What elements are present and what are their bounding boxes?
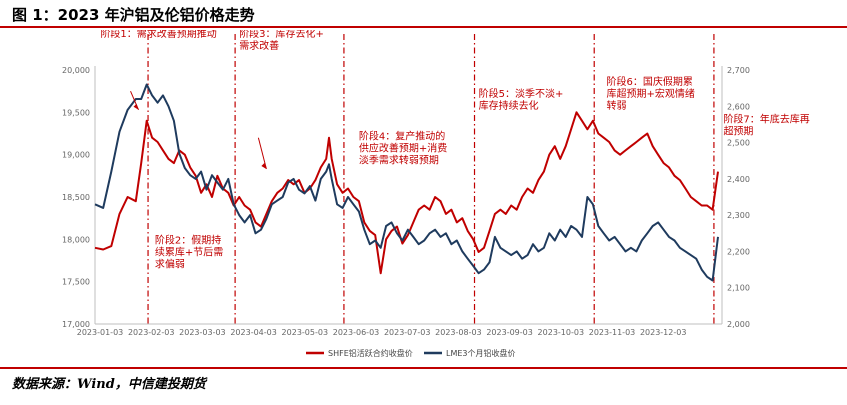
x-tick-label: 2023-06-03 <box>333 328 380 337</box>
title-divider <box>0 26 847 28</box>
y-right-tick-label: 2,300 <box>727 211 750 220</box>
lme-aluminum-line <box>94 83 719 282</box>
y-left-tick-label: 17,000 <box>62 320 90 329</box>
annotation-arrowhead <box>133 103 139 110</box>
annotation-arrow <box>257 137 267 170</box>
phase-annotation: 阶段6：国庆假期累库超预期+宏观情绪转弱 <box>606 75 694 112</box>
page-title: 图 1：2023 年沪铝及伦铝价格走势 <box>12 6 255 24</box>
x-tick-label: 2023-12-03 <box>640 328 687 337</box>
phase-annotation: 阶段7：年底去库再超预期 <box>723 112 809 137</box>
shfe-aluminum-line <box>94 111 719 275</box>
y-right-tick-label: 2,700 <box>727 66 750 75</box>
legend-shfe-label: SHFE铝活跃合约收盘价 <box>328 348 413 358</box>
y-left-tick-label: 19,500 <box>62 108 90 117</box>
phase-annotation: 阶段4：复产推动的供应改善预期+消费淡季需求转弱预期 <box>359 129 447 166</box>
x-tick-label: 2023-08-03 <box>435 328 482 337</box>
x-tick-label: 2023-05-03 <box>282 328 329 337</box>
price-chart: 17,000 17,500 18,000 18,500 19,000 19,500 20,0… <box>62 30 810 358</box>
y-right-tick-label: 2,100 <box>727 284 750 293</box>
phase-annotation: 阶段3：库存去化+需求改善 <box>239 30 324 52</box>
y-right-tick-label: 2,500 <box>727 139 750 148</box>
y-right-tick-label: 2,400 <box>727 175 750 184</box>
x-tick-label: 2023-09-03 <box>486 328 533 337</box>
phase-annotation: 阶段1：需求改善预期推动 <box>100 30 216 40</box>
x-tick-label: 2023-01-03 <box>77 328 124 337</box>
y-left-tick-label: 18,000 <box>62 235 90 244</box>
y-left-tick-label: 18,500 <box>62 193 90 202</box>
legend-lme-label: LME3个月铝收盘价 <box>446 348 516 358</box>
x-tick-label: 2023-04-03 <box>230 328 277 337</box>
y-left-tick-label: 20,000 <box>62 66 90 75</box>
data-source: 数据来源：Wind，中信建投期货 <box>12 377 206 392</box>
x-tick-label: 2023-11-03 <box>589 328 636 337</box>
x-tick-label: 2023-02-03 <box>128 328 175 337</box>
annotation-arrowhead <box>261 163 267 170</box>
x-tick-label: 2023-03-03 <box>179 328 226 337</box>
y-right-tick-label: 2,000 <box>727 320 750 329</box>
source-divider <box>0 367 847 369</box>
y-right-tick-label: 2,600 <box>727 102 750 111</box>
y-left-tick-label: 17,500 <box>62 278 90 287</box>
y-left-tick-label: 19,000 <box>62 151 90 160</box>
x-tick-label: 2023-07-03 <box>384 328 431 337</box>
y-right-tick-label: 2,200 <box>727 247 750 256</box>
phase-annotation: 阶段5：淡季不淡+库存持续去化 <box>479 87 564 112</box>
phase-annotation: 阶段2：假期持续累库+节后需求偏弱 <box>155 234 223 271</box>
x-tick-label: 2023-10-03 <box>538 328 585 337</box>
